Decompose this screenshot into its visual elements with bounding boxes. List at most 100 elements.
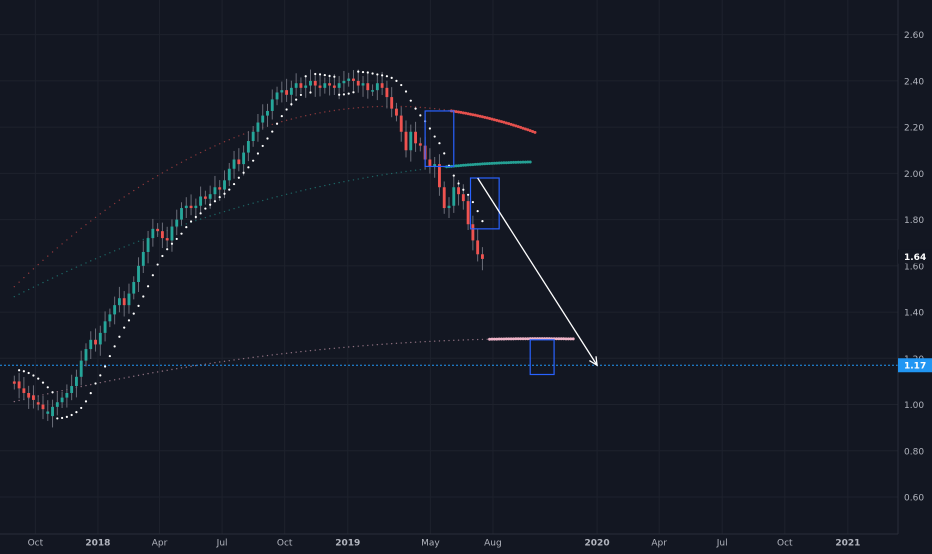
curve-dot: [219, 212, 221, 214]
sar-dot: [199, 212, 202, 215]
curve-dot: [199, 151, 202, 154]
curve-dot: [347, 180, 350, 182]
curve-dot: [319, 348, 321, 351]
curve-dot: [376, 105, 379, 108]
curve-dot: [90, 383, 92, 386]
curve-dot: [94, 258, 97, 260]
sar-dot: [390, 76, 393, 79]
curve-dot: [461, 163, 465, 167]
curve-dot: [80, 227, 82, 230]
curve-dot: [209, 215, 211, 217]
curve-dot: [566, 337, 570, 341]
candle-body: [208, 194, 212, 199]
curve-dot: [204, 216, 207, 219]
candle-body: [213, 187, 217, 195]
arrow-line[interactable]: [477, 177, 598, 366]
curve-dot: [109, 206, 111, 208]
candle-body: [476, 240, 480, 255]
sar-dot: [299, 93, 303, 97]
curve-dot: [502, 120, 506, 124]
sar-dot: [127, 319, 131, 322]
candle-body: [261, 115, 265, 123]
curve-dot: [521, 337, 525, 341]
curve-dot: [519, 125, 523, 129]
curve-dot: [285, 119, 288, 122]
curve-dot: [410, 106, 412, 108]
curve-dot: [490, 161, 494, 165]
curve-dot: [123, 196, 125, 198]
line-price-label[interactable]: 1.17: [898, 358, 932, 373]
curve-dot: [123, 246, 125, 248]
annotation-box-3[interactable]: [529, 339, 555, 376]
x-tick-label: Jul: [716, 539, 728, 549]
curve-dot: [516, 125, 520, 129]
curve-dot: [343, 108, 345, 110]
candle-body: [17, 381, 21, 389]
curve-dot: [438, 340, 441, 342]
curve-dot: [414, 106, 417, 108]
annotation-box-2[interactable]: [469, 177, 500, 230]
curve-dot: [559, 337, 563, 341]
curve-dot: [471, 113, 475, 117]
curve-dot: [185, 159, 187, 161]
candle-body: [127, 293, 131, 306]
curve-dot: [180, 161, 183, 163]
sar-dot: [304, 75, 307, 78]
curve-dot: [381, 105, 383, 108]
curve-dot: [13, 295, 16, 298]
annotation-box-1[interactable]: [424, 110, 455, 168]
price-axis[interactable]: 2.602.402.202.001.801.601.401.201.000.80…: [897, 0, 932, 534]
curve-dot: [199, 218, 202, 220]
curve-dot: [500, 161, 504, 165]
x-tick-label: Oct: [28, 539, 44, 549]
curve-dot: [305, 189, 307, 191]
curve-dot: [464, 163, 468, 167]
curve-dot: [90, 260, 92, 262]
sar-dot: [218, 195, 221, 199]
curve-dot: [466, 163, 470, 167]
sar-dot: [51, 391, 54, 394]
curve-dot: [56, 247, 59, 249]
sar-dot: [223, 192, 226, 195]
candle-body: [60, 397, 64, 403]
sar-dot: [476, 210, 479, 213]
candle-body: [361, 83, 365, 86]
curve-dot: [238, 358, 240, 361]
curve-dot: [156, 175, 159, 177]
curve-dot: [214, 362, 216, 364]
curve-dot: [507, 337, 511, 341]
curve-dot: [223, 360, 226, 363]
curve-dot: [94, 216, 97, 219]
sar-dot: [385, 75, 389, 78]
curve-dot: [166, 169, 168, 171]
curve-dot: [433, 107, 436, 110]
candle-body: [156, 228, 160, 232]
curve-dot: [468, 163, 472, 167]
curve-dot: [338, 181, 340, 184]
curve-dot: [405, 170, 407, 173]
curve-dot: [314, 349, 316, 351]
curve-dot: [309, 349, 312, 352]
drawing-annotations[interactable]: [424, 110, 598, 376]
candle-body: [414, 131, 417, 144]
curve-dot: [47, 393, 49, 395]
curve-dot: [180, 367, 183, 369]
curve-dot: [281, 194, 283, 197]
sar-dot: [309, 91, 312, 94]
candle-body: [309, 80, 312, 86]
curve-dot: [338, 109, 340, 111]
curve-dot: [371, 106, 374, 108]
curve-dot: [137, 374, 140, 377]
curve-dot: [319, 112, 321, 114]
sar-dot: [156, 263, 159, 266]
curve-dot: [176, 164, 178, 166]
line-price-text: 1.17: [904, 362, 926, 372]
arrow-head[interactable]: [589, 356, 598, 367]
curve-dot: [271, 354, 273, 356]
time-axis[interactable]: Oct 2018 Apr Jul Oct 2019 May Aug 2020 Apr Jul Oct 2…: [0, 533, 898, 549]
curve-dot: [521, 160, 525, 164]
curve-dot: [483, 115, 487, 119]
candle-body: [94, 339, 97, 345]
